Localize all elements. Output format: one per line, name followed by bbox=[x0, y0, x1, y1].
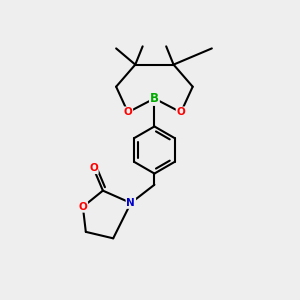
Text: O: O bbox=[124, 107, 132, 117]
Text: B: B bbox=[150, 92, 159, 105]
Text: O: O bbox=[89, 163, 98, 173]
Text: O: O bbox=[79, 202, 87, 212]
Text: O: O bbox=[176, 107, 185, 117]
Text: N: N bbox=[127, 198, 135, 208]
